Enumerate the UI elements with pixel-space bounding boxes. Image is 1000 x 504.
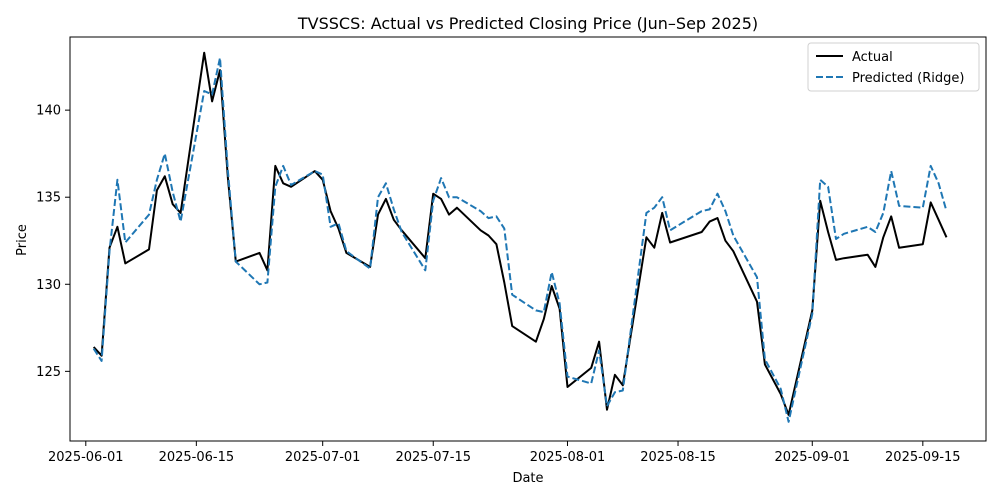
y-tick-label: 125 — [36, 365, 61, 380]
y-tick-label: 130 — [36, 278, 61, 293]
x-axis-ticks: 2025-06-01 2025-06-15 2025-07-01 2025-07-15… — [48, 441, 961, 465]
x-tick-label: 2025-08-01 — [530, 450, 606, 465]
y-axis-ticks: 125 130 135 140 — [36, 104, 70, 380]
x-axis-title: Date — [512, 471, 543, 486]
y-axis-title: Price — [15, 224, 30, 256]
plot-frame — [69, 36, 987, 442]
x-tick-label: 2025-07-15 — [395, 450, 471, 465]
legend-frame — [807, 42, 980, 92]
series-layer — [92, 51, 948, 423]
x-tick-label: 2025-09-15 — [885, 450, 961, 465]
x-tick-label: 2025-06-01 — [48, 450, 124, 465]
y-tick-label: 140 — [36, 104, 61, 119]
legend: Actual Predicted (Ridge) — [807, 42, 980, 92]
legend-label-actual: Actual — [852, 50, 893, 65]
x-tick-label: 2025-07-01 — [285, 450, 361, 465]
y-tick-label: 135 — [36, 191, 61, 206]
x-tick-label: 2025-08-15 — [640, 450, 716, 465]
series-line-predicted — [92, 56, 948, 423]
chart-title: TVSSCS: Actual vs Predicted Closing Pric… — [297, 14, 758, 33]
x-tick-label: 2025-09-01 — [774, 450, 850, 465]
x-tick-label: 2025-06-15 — [159, 450, 235, 465]
legend-label-predicted: Predicted (Ridge) — [852, 71, 964, 86]
